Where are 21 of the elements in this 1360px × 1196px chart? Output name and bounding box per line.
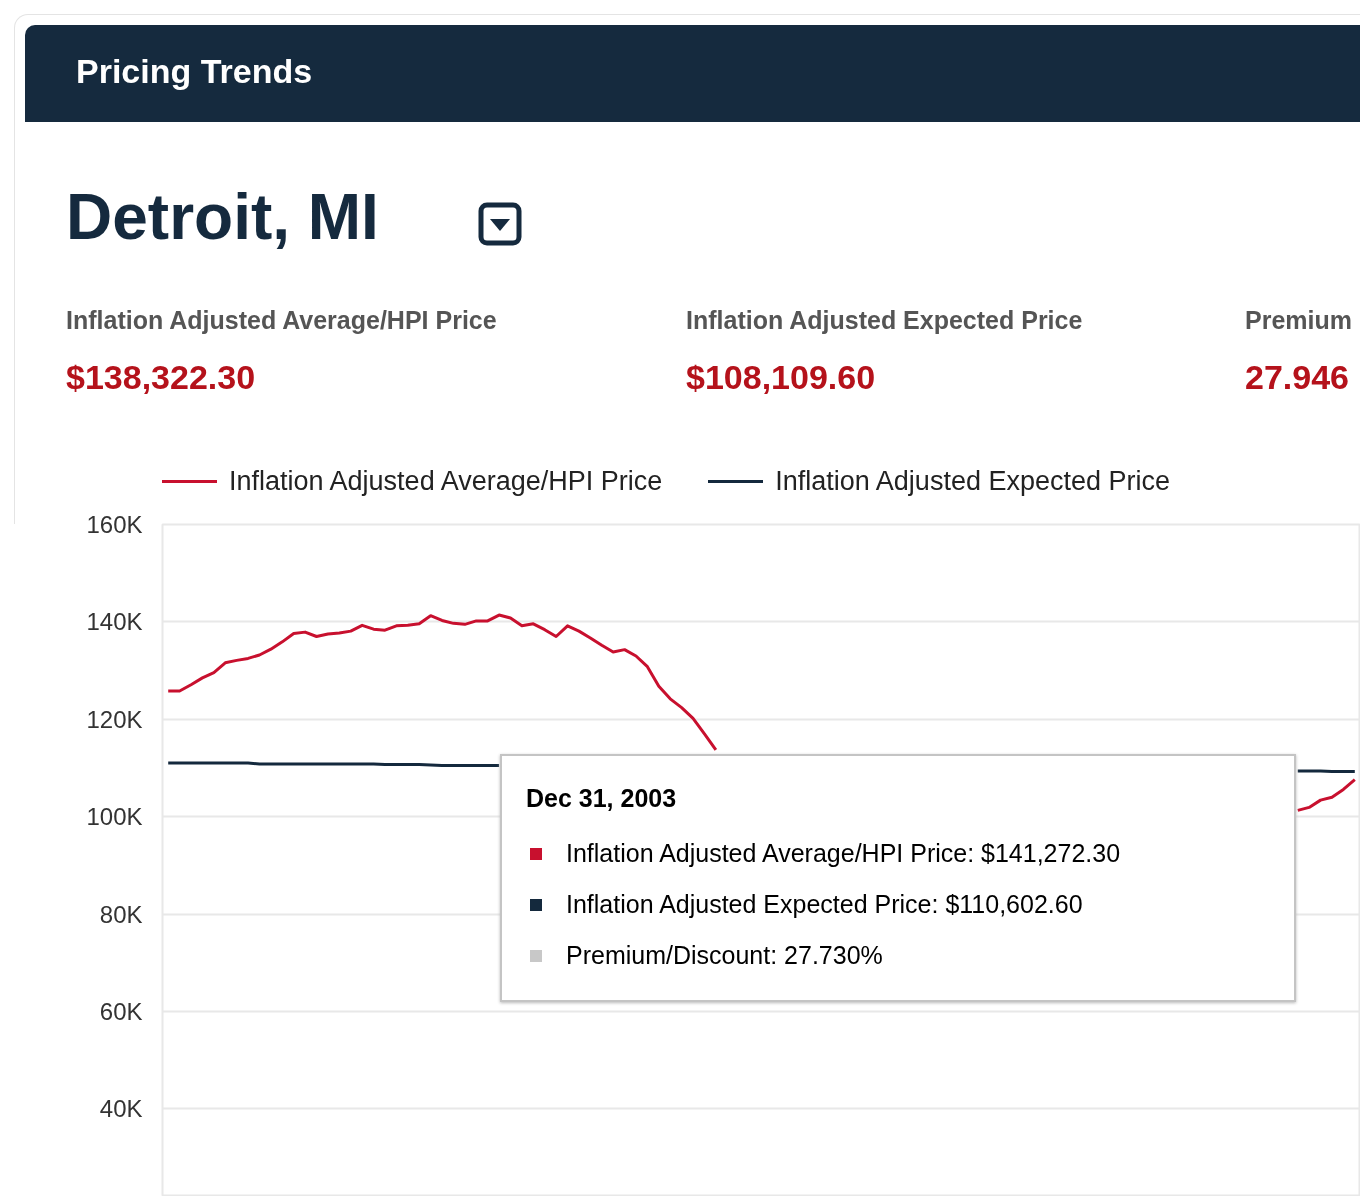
text: Inflation Adjusted Expected Price <box>686 306 1083 335</box>
y-tick-label: 160K <box>86 511 143 538</box>
annotation: Dec 31, 2003 <box>526 784 678 813</box>
legend-label: Inflation Adjusted Expected Price <box>775 466 1171 497</box>
annotation: Premium/Discount: 27.730% <box>566 941 883 970</box>
text: Premium <box>1245 306 1352 335</box>
y-tick-label: 40K <box>99 1095 143 1123</box>
legend-label: Inflation Adjusted Average/HPI Price <box>229 466 663 497</box>
text: $108,109.60 <box>686 358 876 397</box>
text: $138,322.30 <box>66 358 256 397</box>
y-tick-label: 60K <box>99 997 143 1025</box>
annotation: Inflation Adjusted Average/HPI Price: $141,272.30 <box>566 839 1121 868</box>
text: 27.946 <box>1245 358 1349 397</box>
chart-title: Pricing Trends <box>76 52 313 91</box>
y-tick-label: 140K <box>86 608 143 636</box>
y-tick-label: 80K <box>99 900 143 928</box>
y-tick-label: 100K <box>86 803 143 831</box>
text: Inflation Adjusted Average/HPI Price <box>66 306 497 335</box>
annotation: Inflation Adjusted Expected Price: $110,602.60 <box>566 890 1083 919</box>
chart-subtitle: Detroit, MI <box>66 180 379 254</box>
y-tick-label: 120K <box>86 705 143 733</box>
